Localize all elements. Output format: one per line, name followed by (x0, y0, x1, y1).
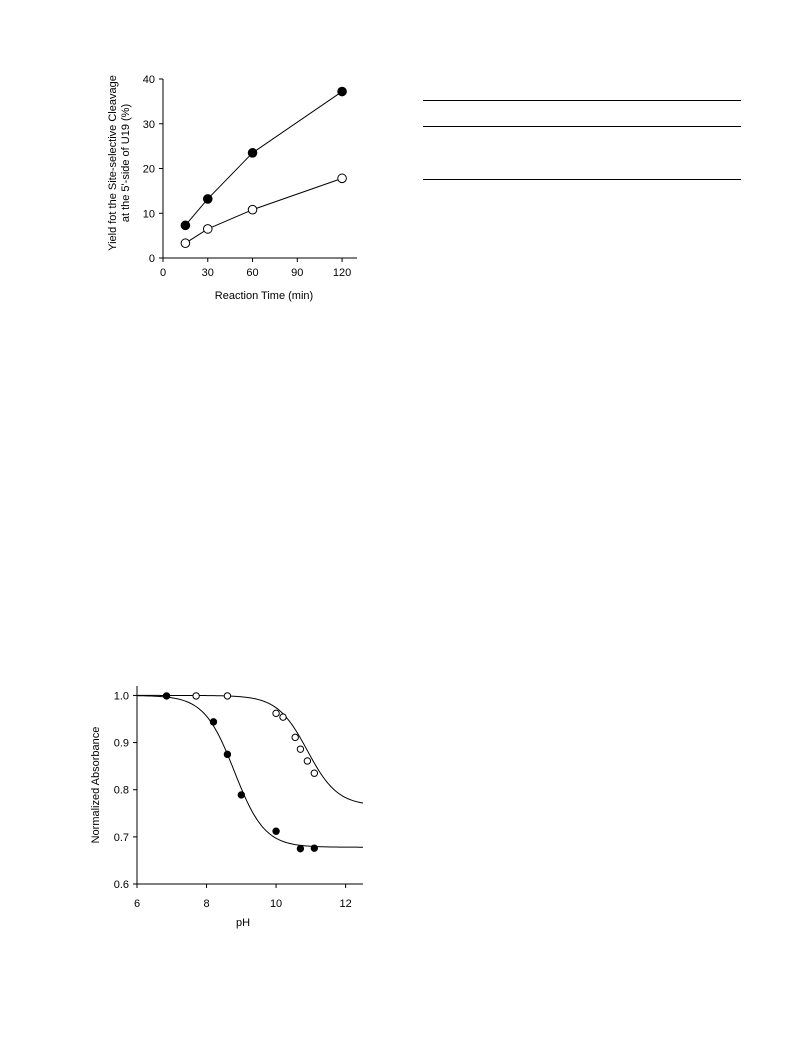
data-point-filled (237, 791, 246, 799)
x-tick-label: 0 (160, 267, 166, 279)
y-tick-label: 0.7 (114, 832, 129, 844)
y-tick-label: 1.0 (114, 690, 129, 702)
data-point-filled (272, 827, 280, 835)
series-line-1 (185, 91, 343, 226)
data-point-open (303, 757, 312, 765)
x-axis-label: pH (236, 917, 250, 929)
y-tick-label: 30 (143, 119, 155, 131)
data-point-filled (180, 220, 191, 231)
y-axis-label: Normalized Absorbance (90, 727, 102, 844)
data-point-open (223, 692, 232, 700)
y-axis-label: Yield fot the Site-selective Cleavage (107, 75, 119, 251)
fit-curve-2 (137, 694, 364, 804)
table-rule-bottom (423, 179, 741, 180)
data-point-open (247, 204, 258, 215)
x-tick-label: 8 (203, 898, 209, 910)
series-line-2 (185, 177, 343, 244)
y-tick-label: 0 (149, 253, 155, 265)
data-point-filled (162, 692, 171, 700)
data-point-open (291, 733, 299, 742)
x-tick-label: 10 (270, 898, 282, 910)
data-point-open (310, 769, 319, 777)
data-point-open (272, 709, 280, 718)
x-tick-label: 60 (246, 267, 258, 279)
x-tick-label: 30 (202, 267, 214, 279)
data-point-open (192, 692, 200, 700)
y-tick-label: 0.6 (114, 879, 129, 891)
data-point-filled (202, 194, 213, 204)
y-tick-label: 20 (143, 164, 155, 176)
data-point-filled (247, 148, 258, 158)
fit-curve-1 (136, 695, 363, 848)
data-point-open (279, 713, 287, 721)
table-rule-top (423, 100, 741, 101)
data-point-filled (310, 844, 319, 852)
x-axis-label: Reaction Time (min) (215, 290, 313, 302)
y-tick-label: 40 (143, 74, 155, 86)
data-point-filled (337, 86, 347, 97)
x-tick-label: 120 (333, 267, 351, 279)
y-axis-label: at the 5'-side of U19 (%) (120, 104, 132, 222)
table-rule-middle (423, 126, 741, 127)
data-point-open (180, 238, 191, 249)
x-tick-label: 90 (291, 267, 303, 279)
data-point-open (296, 745, 305, 753)
data-point-open (337, 173, 347, 184)
data-point-filled (296, 844, 305, 853)
data-point-filled (223, 750, 232, 759)
x-tick-label: 12 (339, 898, 351, 910)
y-tick-label: 0.9 (114, 738, 129, 750)
data-point-filled (209, 718, 218, 726)
data-point-open (202, 224, 213, 234)
x-tick-label: 6 (134, 898, 140, 910)
y-tick-label: 10 (143, 208, 155, 220)
y-tick-label: 0.8 (114, 785, 129, 797)
